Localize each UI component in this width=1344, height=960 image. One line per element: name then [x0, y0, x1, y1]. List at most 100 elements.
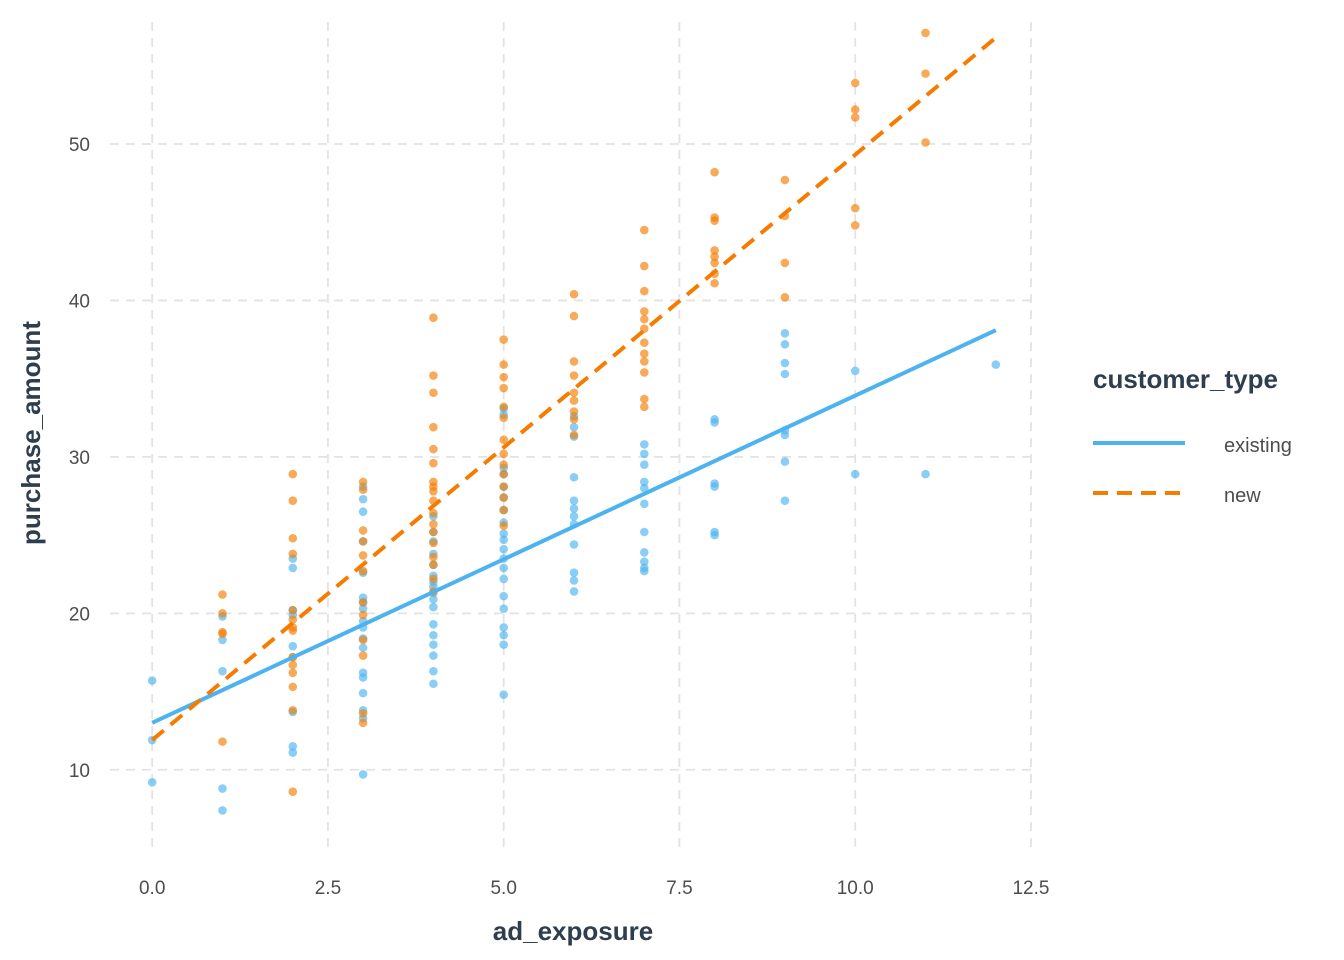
- data-point-new: [569, 407, 579, 416]
- data-point-existing: [358, 770, 368, 779]
- data-point-existing: [429, 602, 438, 612]
- data-point-new: [429, 508, 438, 518]
- data-point-new: [850, 203, 860, 213]
- data-point-existing: [499, 640, 508, 649]
- trend-line-new: [150, 36, 998, 742]
- data-point-new: [780, 175, 790, 185]
- data-point-existing: [218, 806, 227, 815]
- data-point-existing: [780, 339, 790, 349]
- x-tick-label: 7.5: [666, 878, 692, 899]
- data-point-new: [640, 338, 649, 348]
- data-point-new: [288, 469, 298, 479]
- data-point-new: [429, 444, 438, 454]
- data-point-existing: [429, 594, 438, 604]
- data-point-new: [499, 469, 508, 479]
- data-point-new: [288, 660, 298, 670]
- data-point-new: [358, 709, 368, 718]
- data-point-new: [499, 460, 508, 470]
- data-point-existing: [499, 690, 508, 699]
- data-point-new: [850, 221, 860, 230]
- data-point-existing: [499, 535, 508, 545]
- data-point-existing: [499, 529, 508, 538]
- data-point-existing: [499, 604, 508, 613]
- data-point-existing: [640, 557, 649, 567]
- data-point-new: [921, 138, 930, 147]
- data-point-existing: [640, 527, 649, 537]
- data-point-existing: [429, 651, 438, 660]
- data-point-existing: [780, 369, 790, 379]
- data-point-new: [921, 28, 930, 38]
- data-point-new: [429, 527, 438, 537]
- data-point-new: [710, 258, 719, 268]
- data-point-existing: [358, 507, 368, 516]
- data-point-new: [710, 216, 719, 225]
- data-point-new: [429, 574, 438, 584]
- data-point-existing: [218, 784, 227, 793]
- data-point-existing: [429, 666, 438, 676]
- data-point-new: [358, 551, 368, 560]
- data-point-existing: [499, 574, 508, 584]
- data-point-existing: [499, 623, 508, 632]
- data-point-new: [569, 371, 579, 380]
- y-axis-ticks: 10 20 30 40 50: [69, 135, 90, 782]
- data-point-existing: [288, 742, 298, 751]
- data-point-existing: [499, 563, 508, 573]
- data-point-new: [710, 246, 719, 255]
- data-point-existing: [358, 673, 368, 682]
- data-point-new: [569, 430, 579, 440]
- data-point-new: [288, 533, 298, 543]
- data-point-new: [429, 388, 438, 398]
- data-point-new: [429, 487, 438, 496]
- data-point-existing: [499, 544, 508, 554]
- data-point-existing: [569, 504, 579, 513]
- data-point-new: [288, 682, 298, 692]
- data-point-existing: [288, 563, 298, 573]
- data-point-existing: [569, 587, 579, 596]
- data-point-new: [499, 335, 508, 344]
- data-point-new: [429, 519, 438, 529]
- data-point-existing: [569, 472, 579, 482]
- data-point-new: [640, 368, 649, 377]
- data-point-new: [358, 526, 368, 535]
- data-point-new: [429, 371, 438, 380]
- data-point-existing: [850, 469, 860, 479]
- data-point-new: [429, 538, 438, 548]
- data-point-new: [921, 69, 930, 78]
- data-point-existing: [358, 604, 368, 613]
- data-point-new: [288, 787, 298, 796]
- x-tick-label: 5.0: [490, 878, 516, 899]
- data-point-new: [358, 537, 368, 546]
- y-axis-title: purchase_amount: [16, 321, 46, 545]
- data-point-new: [569, 415, 579, 424]
- data-point-new: [569, 388, 579, 398]
- data-point-new: [499, 360, 508, 369]
- data-point-new: [710, 167, 719, 177]
- data-point-existing: [499, 591, 508, 601]
- data-point-existing: [499, 630, 508, 640]
- x-tick-label: 0.0: [139, 878, 165, 899]
- data-point-existing: [147, 777, 157, 787]
- data-point-existing: [358, 643, 368, 653]
- data-point-existing: [569, 512, 579, 521]
- data-point-new: [288, 668, 298, 678]
- data-point-new: [429, 422, 438, 432]
- data-point-new: [850, 113, 860, 122]
- data-point-new: [358, 477, 368, 487]
- data-point-existing: [780, 430, 790, 440]
- data-point-existing: [288, 748, 298, 757]
- data-point-new: [499, 372, 508, 382]
- data-point-new: [429, 560, 438, 570]
- data-point-existing: [640, 477, 649, 487]
- x-tick-label: 2.5: [315, 878, 341, 899]
- data-point-new: [218, 590, 227, 599]
- data-point-existing: [218, 666, 227, 676]
- data-point-new: [218, 737, 227, 746]
- data-point-existing: [640, 548, 649, 557]
- data-point-existing: [429, 619, 438, 629]
- grid: [110, 22, 1038, 848]
- data-point-new: [499, 521, 508, 531]
- data-point-new: [288, 549, 298, 559]
- x-tick-label: 10.0: [837, 878, 874, 899]
- data-point-new: [218, 629, 227, 638]
